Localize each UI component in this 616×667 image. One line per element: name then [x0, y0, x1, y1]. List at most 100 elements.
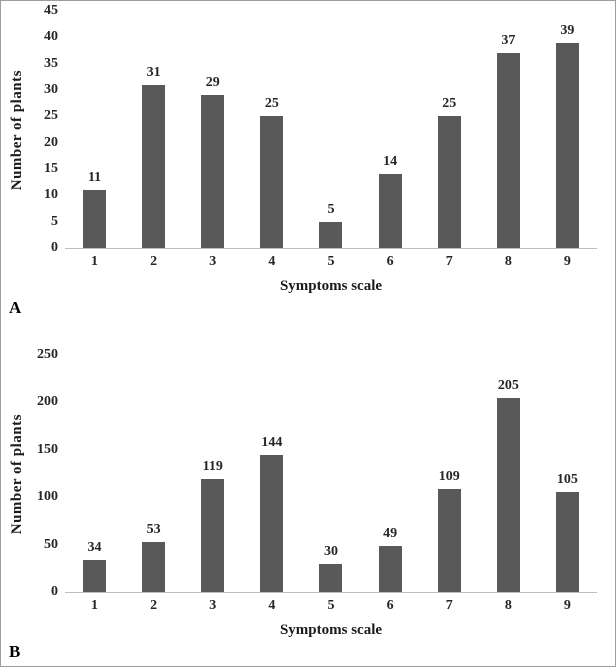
y-tick-label: 10 [44, 187, 58, 203]
bar-value-label: 144 [261, 435, 283, 450]
y-axis-title-column: Number of plants [5, 355, 29, 593]
y-tick-label: 40 [44, 29, 58, 45]
chart-panel-b: Number of plants 250 200 150 100 50 0 34 53 119… [5, 347, 609, 662]
y-axis-title: Number of plants [8, 413, 25, 535]
bar-value-label: 29 [205, 75, 220, 90]
bar [496, 398, 520, 592]
bar-value-label: 25 [264, 96, 279, 111]
bar-value-label: 5 [327, 202, 335, 217]
bar [555, 492, 579, 592]
y-axis-ticks: 250 200 150 100 50 0 [29, 347, 65, 599]
bar-slot: 144 [242, 435, 301, 592]
bar [319, 564, 343, 592]
x-axis-title: Symptoms scale [279, 622, 383, 638]
bar-value-label: 37 [501, 33, 516, 48]
bar-value-label: 34 [87, 540, 102, 555]
y-tick-label: 100 [37, 489, 58, 505]
x-tick-label: 8 [504, 598, 512, 613]
bar-slot: 37 [479, 33, 538, 248]
bar-slot: 25 [420, 96, 479, 248]
x-tick-label: 1 [91, 598, 99, 613]
x-axis-title-row: Symptoms scale [65, 270, 597, 295]
x-tick-label: 1 [91, 254, 99, 269]
panel-label: B [9, 642, 21, 661]
y-tick-label: 150 [37, 441, 58, 457]
bar-slot: 11 [65, 170, 124, 248]
bar-value-label: 31 [146, 65, 161, 80]
bar [142, 85, 166, 248]
bar-value-label: 39 [560, 23, 575, 38]
x-tick-label: 7 [445, 598, 453, 613]
bar-value-label: 49 [383, 526, 398, 541]
y-tick-label: 250 [37, 347, 58, 362]
x-tick-label: 2 [150, 254, 158, 269]
bar-slot: 109 [420, 469, 479, 592]
y-axis-ticks: 45 40 35 30 25 20 15 10 5 0 [29, 3, 65, 255]
bar-slot: 29 [183, 75, 242, 248]
y-tick-label: 35 [44, 55, 58, 71]
y-tick-label: 15 [44, 161, 58, 176]
bar [378, 174, 402, 248]
x-axis-title: Symptoms scale [279, 278, 383, 294]
x-tick-label: 3 [209, 598, 217, 613]
bar-slot: 39 [538, 23, 597, 248]
y-axis-title: Number of plants [8, 69, 25, 191]
y-tick-label: 25 [44, 108, 58, 124]
bar-value-label: 119 [202, 459, 223, 474]
x-axis-ticks: 1 2 3 4 5 6 7 8 9 [65, 249, 597, 270]
x-tick-label: 7 [445, 254, 453, 269]
bar [437, 116, 461, 248]
bar-slot: 31 [124, 65, 183, 248]
y-tick-label: 20 [44, 134, 58, 150]
panel-label: A [9, 298, 22, 317]
bar-slot: 105 [538, 472, 597, 592]
x-axis-title-row: Symptoms scale [65, 614, 597, 639]
bar-slot: 5 [301, 202, 360, 248]
bar [437, 489, 461, 592]
x-tick-label: 6 [386, 254, 394, 269]
x-axis-ticks: 1 2 3 4 5 6 7 8 9 [65, 593, 597, 614]
y-tick-label: 5 [51, 213, 58, 229]
x-tick-label: 4 [268, 598, 276, 613]
bar [260, 455, 284, 592]
x-tick-label: 9 [563, 254, 571, 269]
y-tick-label: 50 [44, 536, 58, 552]
x-tick-label: 2 [150, 598, 158, 613]
y-tick-label: 0 [51, 240, 58, 255]
chart-area-a: Number of plants 45 40 35 30 25 20 15 10 5 0 11 31… [5, 3, 609, 255]
y-tick-label: 200 [37, 394, 58, 410]
bar-value-label: 53 [146, 522, 161, 537]
bar [142, 542, 166, 592]
bar-slot: 205 [479, 378, 538, 592]
bar-slot: 30 [301, 544, 360, 592]
bar [83, 560, 107, 592]
x-tick-label: 5 [327, 598, 335, 613]
bar [496, 53, 520, 248]
bar [83, 190, 107, 248]
bar-slot: 14 [361, 154, 420, 248]
y-tick-label: 30 [44, 82, 58, 97]
y-tick-label: 0 [51, 584, 58, 599]
plot-area: 34 53 119 144 30 49 109 205 105 [65, 355, 597, 593]
plot-area: 11 31 29 25 5 14 25 37 39 [65, 11, 597, 249]
bar-slot: 53 [124, 522, 183, 592]
bar-value-label: 109 [438, 469, 460, 484]
bar-slot: 25 [242, 96, 301, 248]
y-axis-title-column: Number of plants [5, 11, 29, 249]
bar-value-label: 30 [323, 544, 338, 559]
bar-value-label: 105 [556, 472, 578, 487]
bar-slot: 49 [361, 526, 420, 592]
bar [201, 95, 225, 248]
x-tick-label: 3 [209, 254, 217, 269]
chart-area-b: Number of plants 250 200 150 100 50 0 34 53 119… [5, 347, 609, 599]
bar [319, 222, 343, 248]
x-tick-label: 5 [327, 254, 335, 269]
x-tick-label: 4 [268, 254, 276, 269]
bar [260, 116, 284, 248]
y-tick-label: 45 [44, 3, 58, 18]
x-tick-label: 8 [504, 254, 512, 269]
chart-panel-a: Number of plants 45 40 35 30 25 20 15 10 5 0 11 31… [5, 3, 609, 318]
bar [555, 43, 579, 248]
x-tick-label: 6 [386, 598, 394, 613]
